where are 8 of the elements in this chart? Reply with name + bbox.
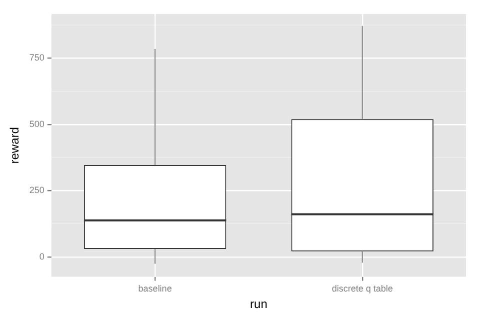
x-tick-label: baseline [138,284,172,294]
y-tick-label: 750 [29,52,44,63]
x-axis-title: run [250,297,268,312]
y-axis-title: reward [8,127,22,164]
y-tick-label: 250 [29,185,44,196]
x-tick-label: discrete q table [332,284,393,294]
y-tick-label: 500 [29,118,44,129]
y-tick-label: 0 [39,251,44,262]
